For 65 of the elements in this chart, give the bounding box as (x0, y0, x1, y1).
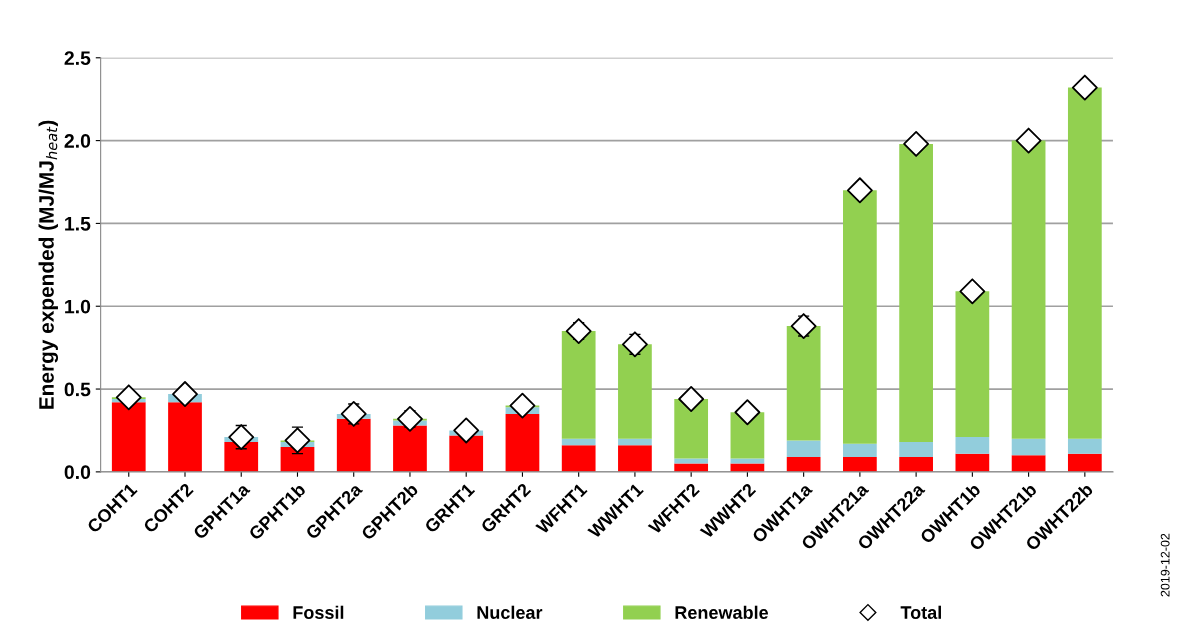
bar (618, 344, 652, 439)
bar (618, 445, 652, 472)
bar (1067, 87, 1102, 439)
point (846, 177, 873, 204)
point (115, 384, 142, 411)
y-tick-label: 2.0 (64, 134, 91, 148)
bar (224, 442, 259, 472)
bar (1011, 455, 1046, 472)
point (1015, 127, 1042, 154)
point (621, 331, 648, 358)
legend-label: Fossil (293, 605, 344, 619)
bar (674, 398, 709, 459)
point (453, 417, 480, 444)
point (734, 399, 761, 426)
bar (561, 445, 596, 472)
bar (168, 402, 202, 472)
bar (786, 326, 821, 441)
bar (843, 443, 877, 457)
bar (449, 435, 484, 472)
y-tick-label: 2.5 (64, 51, 91, 66)
bar (505, 413, 540, 472)
bar (1011, 140, 1046, 439)
bar (1067, 453, 1102, 472)
bar (843, 456, 877, 472)
bar (730, 458, 765, 464)
text: 2019-12-02 (1160, 533, 1170, 597)
bar (280, 447, 315, 472)
bar (786, 440, 821, 457)
point (565, 318, 592, 345)
bar (955, 453, 990, 472)
point (959, 278, 986, 305)
legend-label: Nuclear (477, 605, 543, 619)
bar (674, 458, 709, 464)
legend-label: Total (900, 605, 941, 619)
bar (393, 425, 427, 472)
point (228, 424, 255, 451)
point (284, 427, 311, 454)
bar (561, 438, 596, 446)
legend-label: Renewable (675, 605, 769, 619)
y-tick-label: 0.0 (64, 465, 91, 480)
point (678, 386, 705, 412)
point (790, 313, 817, 340)
bar (955, 437, 990, 454)
point (397, 405, 423, 432)
point (172, 381, 198, 407)
bar (955, 291, 990, 438)
y-tick-label: 0.5 (64, 382, 91, 397)
bar (561, 331, 596, 439)
point (509, 392, 536, 419)
y-tick-label: 1.0 (65, 299, 91, 314)
bar (111, 402, 146, 472)
y-axis-title: Energy expended (MJ/MJ$_{heat}$) (38, 120, 59, 409)
point (1071, 74, 1098, 101)
point (903, 130, 930, 157)
bar (843, 190, 877, 444)
y-tick-label: 1.5 (65, 217, 91, 231)
bar (899, 143, 933, 443)
bar (1067, 438, 1102, 454)
point (340, 400, 367, 427)
bar (786, 456, 821, 472)
bar (899, 456, 933, 472)
bar (336, 418, 371, 472)
bar (618, 438, 652, 446)
bar (899, 442, 933, 457)
bar (1011, 438, 1046, 456)
